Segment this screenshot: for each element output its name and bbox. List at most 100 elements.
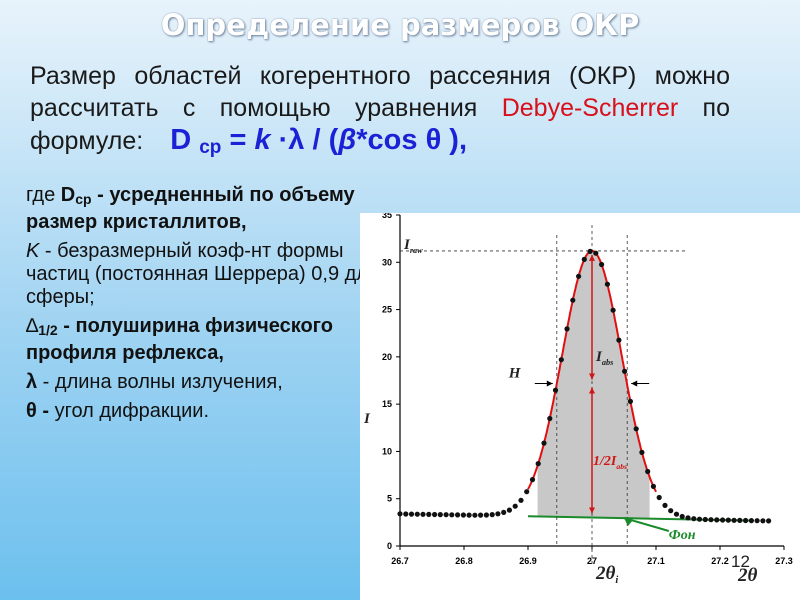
- scherrer-formula: D ср = k ·λ / (β*cos θ ),: [170, 124, 468, 158]
- data-point: [414, 511, 420, 517]
- y-tick-label: 25: [382, 305, 392, 315]
- data-point: [599, 261, 605, 268]
- xrd-peak-chart: 0 5 10 15 20 25 30 35 26.7 26.8 26.9 27 27.1 27.2 27.3…: [360, 213, 800, 600]
- data-point: [748, 518, 754, 524]
- arrowhead: [589, 254, 595, 261]
- iraw-label: Iraw: [403, 237, 423, 255]
- data-point: [495, 511, 501, 517]
- data-point: [766, 518, 772, 524]
- data-point: [443, 512, 449, 518]
- formula-eq: =: [221, 124, 255, 156]
- arrowhead: [589, 507, 595, 514]
- y-tick-label: 35: [382, 213, 392, 220]
- def-k-symbol: K: [26, 240, 40, 262]
- data-point: [437, 512, 443, 518]
- data-point: [650, 483, 656, 489]
- y-tick-label: 0: [387, 541, 392, 551]
- data-point: [679, 513, 685, 520]
- def-delta-text: - полуширина физического профиля рефлекс…: [26, 315, 333, 364]
- x-axis-label: 2θ: [737, 565, 758, 586]
- def-delta-symbol: ∆: [26, 315, 39, 337]
- data-point: [466, 512, 472, 518]
- data-point: [552, 387, 559, 393]
- definition-lambda: λ - длина волны излучения,: [26, 371, 406, 394]
- data-point: [622, 368, 628, 374]
- x-tick-label: 27.1: [647, 556, 665, 566]
- h-label: H: [508, 366, 522, 382]
- x-tick-label: 27.2: [711, 556, 729, 566]
- arrowhead: [589, 373, 595, 380]
- formula-d: D: [170, 124, 192, 156]
- data-point: [702, 516, 708, 523]
- background-pointer-head: [624, 518, 633, 526]
- data-point: [472, 512, 478, 518]
- data-point: [708, 517, 714, 523]
- data-point: [656, 494, 662, 501]
- data-point: [645, 468, 651, 475]
- definitions-list: где Dср - усредненный по объему размер к…: [26, 184, 406, 429]
- data-point: [420, 511, 426, 517]
- data-point: [518, 497, 524, 503]
- half-iabs-label: 1/2Iabs: [593, 454, 627, 471]
- data-point: [673, 511, 680, 517]
- data-point: [616, 337, 622, 343]
- data-point: [564, 326, 570, 332]
- data-point: [501, 509, 507, 515]
- data-point: [737, 517, 743, 523]
- definition-theta: θ - угол дифракции.: [26, 400, 406, 423]
- formula-beta: β: [338, 124, 357, 156]
- data-point: [691, 516, 697, 522]
- data-point: [576, 273, 582, 279]
- def-lambda-text: - длина волны излучения,: [37, 371, 283, 393]
- x-tick-label: 26.9: [519, 556, 537, 566]
- h-arrowhead-right: [631, 380, 638, 387]
- data-point: [662, 502, 668, 508]
- two-theta-i-label: 2θi: [595, 563, 618, 586]
- def-k-text: - безразмерный коэф-нт формы частиц (пос…: [26, 240, 379, 308]
- definition-delta: ∆1/2 - полуширина физического профиля ре…: [26, 315, 406, 365]
- data-point: [489, 512, 495, 518]
- y-tick-label: 20: [382, 352, 392, 362]
- data-point: [725, 517, 731, 523]
- data-point: [535, 461, 541, 467]
- intro-text: Размер областей когерентного рассеяния (…: [30, 62, 730, 122]
- data-point: [460, 512, 466, 518]
- formula-cos: *cos θ ),: [356, 124, 468, 156]
- y-tick-label: 10: [382, 446, 392, 456]
- def-d-sub: ср: [75, 191, 92, 207]
- data-point: [604, 281, 610, 287]
- data-point: [432, 511, 438, 518]
- intro-suffix: по формуле:: [30, 94, 730, 155]
- def-lambda-symbol: λ: [26, 371, 38, 393]
- formula-lambda: ·λ / (: [270, 124, 339, 156]
- h-arrowhead-left: [546, 380, 553, 387]
- formula-d-sub: ср: [199, 137, 222, 158]
- data-point: [754, 518, 760, 524]
- def-d-symbol: D: [60, 184, 76, 206]
- data-point: [529, 477, 536, 483]
- y-tick-label: 15: [382, 399, 392, 409]
- y-axis-label: I: [363, 411, 371, 427]
- definition-d: где Dср - усредненный по объему размер к…: [26, 184, 355, 233]
- data-point: [639, 449, 645, 455]
- data-point: [408, 511, 415, 517]
- data-point: [720, 517, 726, 523]
- data-point: [449, 512, 455, 518]
- data-point: [524, 489, 530, 495]
- data-point: [731, 517, 737, 523]
- def-theta-symbol: θ -: [26, 400, 50, 422]
- method-name: Debye-Scherrer: [501, 94, 679, 122]
- x-tick-label: 26.8: [455, 556, 473, 566]
- data-point: [512, 503, 518, 509]
- data-point: [426, 511, 432, 517]
- data-point: [743, 517, 749, 524]
- arrowhead: [589, 387, 595, 394]
- data-point: [633, 426, 639, 432]
- data-point: [506, 507, 512, 513]
- data-point: [610, 307, 616, 313]
- data-point: [587, 248, 593, 254]
- x-tick-label: 26.7: [391, 556, 409, 566]
- y-tick-label: 30: [382, 257, 392, 267]
- data-point: [685, 515, 691, 521]
